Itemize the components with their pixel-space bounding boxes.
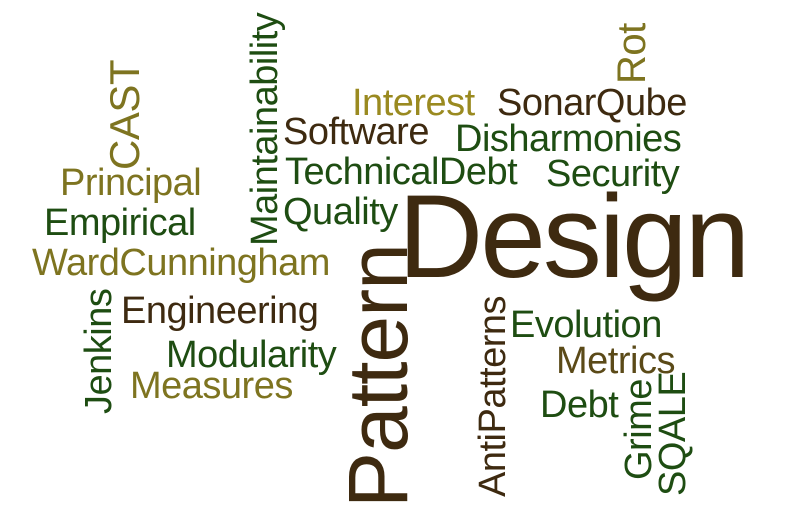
word-metrics: Metrics [556, 340, 675, 382]
word-engineering: Engineering [121, 290, 319, 332]
word-debt: Debt [540, 384, 619, 426]
word-security: Security [546, 153, 680, 195]
word-wardcunningham: WardCunningham [32, 242, 330, 284]
word-modularity: Modularity [166, 334, 337, 376]
word-interest: Interest [352, 82, 475, 124]
word-antipatterns: AntiPatterns [472, 296, 514, 497]
word-jenkins: Jenkins [78, 288, 120, 414]
word-rot: Rot [610, 23, 654, 84]
word-sonarqube: SonarQube [497, 82, 687, 124]
word-software: Software [283, 111, 429, 153]
word-design: Design [398, 171, 750, 303]
word-cast: CAST [101, 59, 148, 170]
word-technicaldebt: TechnicalDebt [285, 151, 518, 193]
word-principal: Principal [60, 162, 202, 204]
word-empirical: Empirical [44, 202, 196, 244]
word-maintainability: Maintainability [244, 12, 286, 246]
word-evolution: Evolution [510, 304, 662, 346]
word-pattern: Pattern [331, 244, 425, 506]
word-measures: Measures [130, 365, 293, 407]
word-sqale: SQALE [652, 371, 694, 496]
word-disharmonies: Disharmonies [455, 118, 682, 160]
word-quality: Quality [283, 191, 398, 233]
